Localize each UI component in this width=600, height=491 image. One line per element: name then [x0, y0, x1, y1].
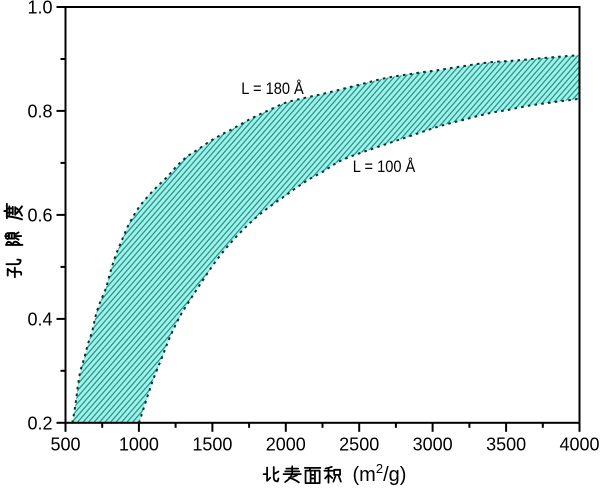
svg-text:1500: 1500 — [192, 435, 232, 455]
svg-text:L = 180 Å: L = 180 Å — [241, 79, 304, 98]
svg-text:L = 100 Å: L = 100 Å — [353, 157, 416, 176]
svg-text:3500: 3500 — [486, 435, 526, 455]
svg-text:500: 500 — [50, 435, 80, 455]
svg-text:2500: 2500 — [339, 435, 379, 455]
svg-text:0.2: 0.2 — [27, 413, 52, 433]
svg-text:0.8: 0.8 — [27, 101, 52, 121]
svg-text:0.4: 0.4 — [27, 309, 52, 329]
svg-text:4000: 4000 — [559, 435, 599, 455]
svg-text:(m2/g): (m2/g) — [353, 461, 407, 486]
svg-text:1000: 1000 — [119, 435, 159, 455]
svg-text:2000: 2000 — [266, 435, 306, 455]
svg-text:0.6: 0.6 — [27, 205, 52, 225]
svg-text:1.0: 1.0 — [27, 0, 52, 18]
svg-text:3000: 3000 — [413, 435, 453, 455]
